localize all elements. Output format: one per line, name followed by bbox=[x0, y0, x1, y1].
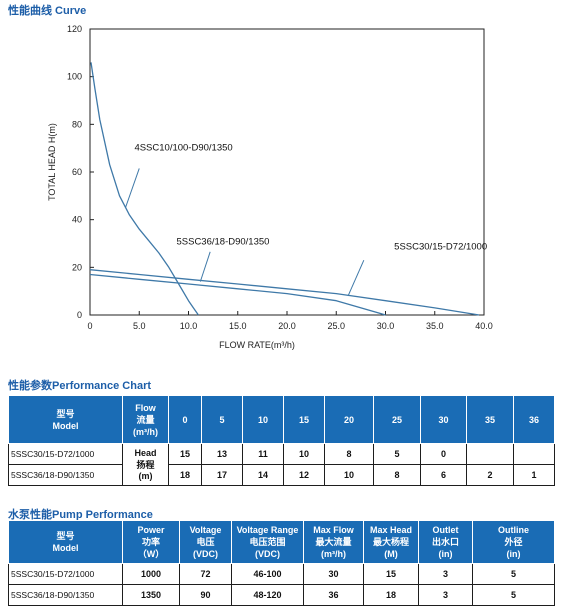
max-flow-cell: 30 bbox=[303, 563, 364, 585]
performance-curve-chart: 0 5.0 10.0 15.0 20.0 25.0 30.0 35.0 40.0 0 20 40 60 8… bbox=[47, 24, 493, 350]
y-tick-label: 60 bbox=[72, 167, 82, 177]
y-tick-label: 120 bbox=[67, 24, 82, 34]
flow-value-header: 30 bbox=[420, 395, 467, 444]
table-row: 5SSC36/18-D90/1350 1350 90 48-120 36 18 … bbox=[8, 584, 555, 606]
y-tick-label: 0 bbox=[77, 310, 82, 320]
series-label-leader bbox=[347, 259, 365, 297]
outlet-cell: 3 bbox=[418, 584, 473, 606]
series-label: 5SSC36/18-D90/1350 bbox=[176, 237, 269, 248]
y-tick-label: 100 bbox=[67, 72, 82, 82]
head-value-cell: 5 bbox=[373, 443, 421, 465]
performance-chart-title: 性能参数Performance Chart bbox=[8, 380, 152, 392]
x-tick-label: 20.0 bbox=[278, 321, 296, 331]
head-value-cell: 17 bbox=[201, 464, 243, 486]
pump-performance-title: 水泵性能Pump Performance bbox=[8, 509, 153, 521]
head-value-cell: 14 bbox=[242, 464, 284, 486]
outline-header: Outline 外径 (in) bbox=[472, 520, 555, 564]
series-label-leader bbox=[199, 251, 211, 282]
flow-value-header: 10 bbox=[242, 395, 284, 444]
model-header: 型号 Model bbox=[8, 520, 123, 564]
series-line bbox=[89, 273, 386, 316]
series-line bbox=[90, 62, 199, 316]
voltage-range-header: Voltage Range 电压范围 (VDC) bbox=[231, 520, 304, 564]
voltage-header: Voltage 电压 (VDC) bbox=[179, 520, 232, 564]
model-cell: 5SSC30/15-D72/1000 bbox=[8, 563, 123, 585]
plot-frame bbox=[89, 28, 485, 316]
pump-performance-table: 型号 Model Power 功率 （W） Voltage 电压 (VDC) V… bbox=[8, 520, 555, 606]
head-value-cell: 8 bbox=[324, 443, 374, 465]
voltage-range-cell: 48-120 bbox=[231, 584, 304, 606]
max-flow-header: Max Flow 最大流量 (m³/h) bbox=[303, 520, 364, 564]
max-head-cell: 18 bbox=[363, 584, 419, 606]
flow-value-header: 15 bbox=[283, 395, 325, 444]
flow-value-header: 5 bbox=[201, 395, 243, 444]
x-tick-label: 15.0 bbox=[229, 321, 247, 331]
head-value-cell: 6 bbox=[420, 464, 467, 486]
head-value-cell: 11 bbox=[242, 443, 284, 465]
head-value-cell: 10 bbox=[324, 464, 374, 486]
head-value-cell bbox=[466, 443, 514, 465]
model-header: 型号 Model bbox=[8, 395, 123, 444]
flow-value-header: 36 bbox=[513, 395, 555, 444]
voltage-cell: 72 bbox=[179, 563, 232, 585]
series-label-leader bbox=[124, 168, 140, 208]
power-header: Power 功率 （W） bbox=[122, 520, 180, 564]
power-cell: 1350 bbox=[122, 584, 180, 606]
head-label-cell: Head 扬程 (m) bbox=[122, 443, 169, 486]
head-value-cell: 2 bbox=[466, 464, 514, 486]
series-line bbox=[89, 269, 480, 316]
head-value-cell: 18 bbox=[168, 464, 202, 486]
x-axis-title: FLOW RATE(m³/h) bbox=[219, 340, 295, 350]
x-tick-label: 35.0 bbox=[426, 321, 444, 331]
flow-value-header: 0 bbox=[168, 395, 202, 444]
x-tick-label: 5.0 bbox=[133, 321, 146, 331]
model-cell: 5SSC36/18-D90/1350 bbox=[8, 464, 123, 486]
series-label: 5SSC30/15-D72/1000 bbox=[394, 241, 487, 252]
head-value-cell: 1 bbox=[513, 464, 555, 486]
x-tick-label: 40.0 bbox=[475, 321, 493, 331]
y-tick-label: 80 bbox=[72, 119, 82, 129]
x-tick-label: 25.0 bbox=[327, 321, 345, 331]
flow-value-header: 35 bbox=[466, 395, 514, 444]
outlet-header: Outlet 出水口 (in) bbox=[418, 520, 473, 564]
y-axis-title: TOTAL HEAD H(m) bbox=[47, 123, 57, 201]
x-tick-label: 30.0 bbox=[377, 321, 395, 331]
max-head-header: Max Head 最大杨程 (M) bbox=[363, 520, 419, 564]
head-value-cell: 8 bbox=[373, 464, 421, 486]
y-tick-label: 40 bbox=[72, 215, 82, 225]
max-head-cell: 15 bbox=[363, 563, 419, 585]
head-value-cell: 15 bbox=[168, 443, 202, 465]
model-cell: 5SSC30/15-D72/1000 bbox=[8, 443, 123, 465]
table-row: 5SSC30/15-D72/1000 Head 扬程 (m) 15 13 11 … bbox=[8, 443, 555, 486]
outline-cell: 5 bbox=[472, 584, 555, 606]
power-cell: 1000 bbox=[122, 563, 180, 585]
head-value-cell: 0 bbox=[420, 443, 467, 465]
voltage-cell: 90 bbox=[179, 584, 232, 606]
flow-value-header: 25 bbox=[373, 395, 421, 444]
voltage-range-cell: 46-100 bbox=[231, 563, 304, 585]
outlet-cell: 3 bbox=[418, 563, 473, 585]
performance-chart-table: 型号 Model Flow 流量 (m³/h) 0 5 10 15 20 25 … bbox=[8, 395, 555, 486]
flow-value-header: 20 bbox=[324, 395, 374, 444]
head-value-cell: 12 bbox=[283, 464, 325, 486]
flow-header: Flow 流量 (m³/h) bbox=[122, 395, 169, 444]
x-tick-label: 10.0 bbox=[180, 321, 198, 331]
curve-section-title: 性能曲线 Curve bbox=[8, 5, 87, 17]
head-value-cell bbox=[513, 443, 555, 465]
table-row: 5SSC30/15-D72/1000 1000 72 46-100 30 15 … bbox=[8, 563, 555, 585]
x-tick-label: 0 bbox=[87, 321, 92, 331]
model-cell: 5SSC36/18-D90/1350 bbox=[8, 584, 123, 606]
table-row: 5SSC36/18-D90/1350 18 17 14 12 10 8 6 2 … bbox=[8, 464, 555, 486]
head-value-cell: 13 bbox=[201, 443, 243, 465]
head-value-cell: 10 bbox=[283, 443, 325, 465]
outline-cell: 5 bbox=[472, 563, 555, 585]
max-flow-cell: 36 bbox=[303, 584, 364, 606]
series-label: 4SSC10/100-D90/1350 bbox=[134, 143, 232, 154]
y-tick-label: 20 bbox=[72, 262, 82, 272]
